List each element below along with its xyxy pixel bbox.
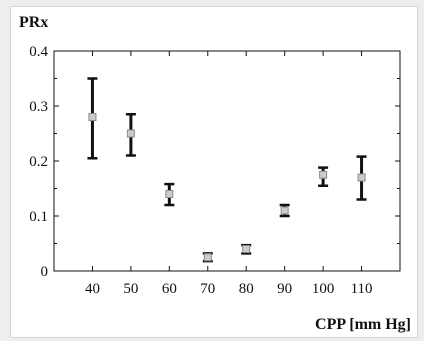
data-point: [356, 155, 367, 201]
mean-marker: [126, 129, 135, 138]
x-tick-label: 70: [200, 281, 215, 297]
y-tick-label: 0.3: [29, 99, 48, 115]
plot-frame: [53, 50, 401, 272]
mean-marker: [203, 253, 212, 262]
y-tick-label: 0: [41, 264, 49, 280]
x-tick-label: 50: [123, 281, 138, 297]
chart-figure: PRx CPP [mm Hg] 0 0.1 0.2 0.3 0.4 40 50 60 70 80 9…: [10, 6, 418, 338]
y-tick-label: 0.4: [29, 44, 48, 60]
x-tick-label: 40: [85, 281, 100, 297]
data-point: [318, 166, 329, 187]
data-point: [87, 77, 98, 160]
x-tick-label: 60: [162, 281, 177, 297]
data-point: [241, 243, 252, 255]
data-marks: [87, 77, 367, 263]
x-axis-title: CPP [mm Hg]: [315, 316, 411, 333]
y-axis-title: PRx: [19, 14, 48, 31]
mean-marker: [280, 206, 289, 215]
pressure-reactivity-chart: PRx CPP [mm Hg] 0 0.1 0.2 0.3 0.4 40 50 60 70 80 9…: [19, 14, 411, 333]
mean-marker: [242, 245, 251, 253]
data-point: [202, 252, 213, 263]
mean-marker: [88, 113, 97, 121]
y-tick-label: 0.2: [29, 154, 48, 170]
x-tick-label: 80: [239, 281, 254, 297]
x-tick-label: 90: [277, 281, 292, 297]
data-point: [125, 113, 136, 157]
x-tick-label: 100: [312, 281, 335, 297]
mean-marker: [319, 170, 328, 179]
mean-marker: [165, 190, 174, 198]
axes: 0 0.1 0.2 0.3 0.4 40 50 60 70 80 90 100 110: [29, 44, 401, 297]
y-tick-label: 0.1: [29, 209, 48, 225]
x-tick-label: 110: [351, 281, 373, 297]
data-point: [164, 182, 175, 207]
data-point: [279, 203, 290, 218]
mean-marker: [357, 173, 366, 182]
